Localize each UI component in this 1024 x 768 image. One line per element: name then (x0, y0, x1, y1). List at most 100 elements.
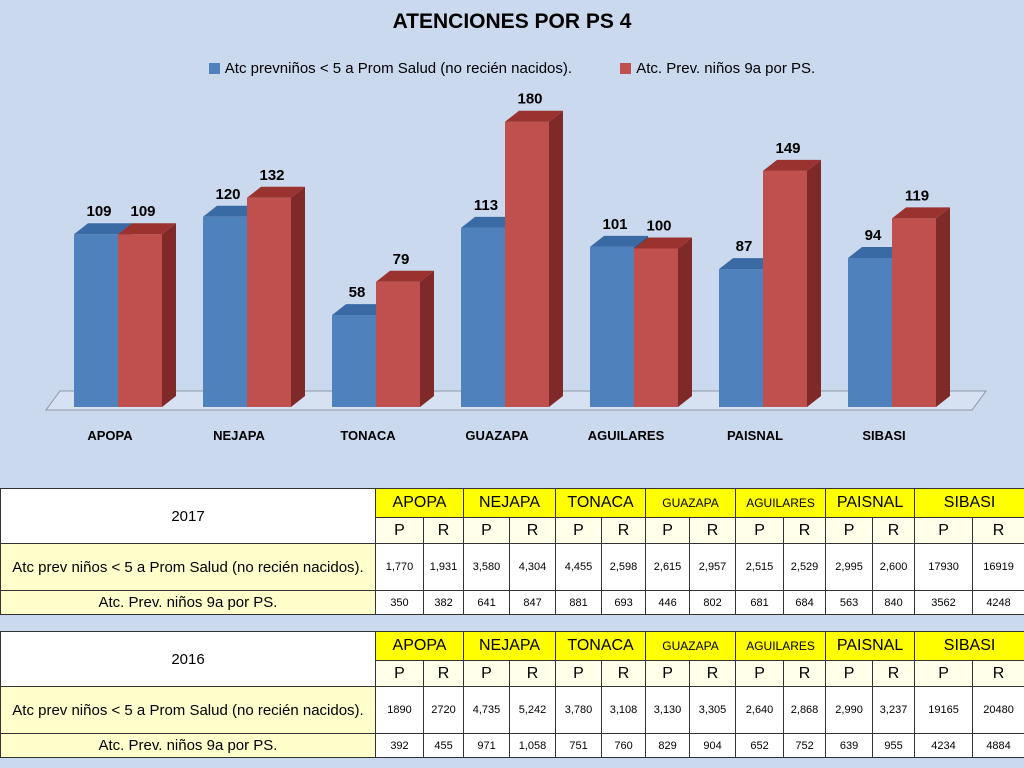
pr-header-p: P (914, 660, 974, 687)
table-cell-value: 840 (872, 590, 916, 615)
x-tick-label-paisnal: PAISNAL (727, 428, 783, 443)
bar-top-paisnal-s1 (719, 258, 777, 270)
table-cell-value: 2,868 (783, 686, 827, 734)
x-tick-label-guazapa: GUAZAPA (465, 428, 529, 443)
bar-top-guazapa-s2 (505, 110, 563, 122)
ps-header-aguilares: AGUILARES (735, 488, 827, 518)
table-cell-value: 760 (601, 733, 647, 758)
table-cell-value: 1,770 (375, 543, 424, 591)
bar-top-guazapa-s1 (461, 216, 519, 228)
legend-label-series-2: Atc. Prev. niños 9a por PS. (636, 60, 816, 77)
table-cell-value: 904 (689, 733, 737, 758)
table-cell-value: 5,242 (509, 686, 557, 734)
bar-side-apopa-s2 (162, 223, 176, 407)
ps-header-apopa: APOPA (374, 631, 465, 661)
table-cell-value: 684 (783, 590, 827, 615)
data-label-nejapa-s1: 120 (215, 186, 240, 203)
data-label-tonaca-s1: 58 (349, 284, 366, 301)
bar-top-aguilares-s1 (590, 235, 648, 247)
ps-header-guazapa: GUAZAPA (645, 631, 737, 661)
pr-header-p: P (735, 660, 785, 687)
pr-header-p: P (825, 517, 874, 544)
data-label-paisnal-s2: 149 (775, 140, 800, 157)
pr-header-p: P (735, 517, 785, 544)
table-cell-value: 1890 (375, 686, 424, 734)
table-cell-value: 382 (422, 590, 465, 615)
legend: Atc prevniños < 5 a Prom Salud (no recié… (0, 60, 1024, 77)
bar-top-paisnal-s2 (763, 159, 821, 171)
table-cell-value: 829 (645, 733, 691, 758)
table-cell-value: 2,615 (645, 543, 691, 591)
pr-header-r: R (689, 660, 737, 687)
table-cell-value: 2,957 (689, 543, 737, 591)
table-row: Atc prev niños < 5 a Prom Salud (no reci… (0, 543, 1024, 591)
table-cell-value: 4248 (972, 590, 1024, 615)
table-year-label: 2016 (0, 631, 376, 687)
pr-header-r: R (872, 517, 916, 544)
pr-header-p: P (463, 517, 511, 544)
ps-header-tonaca: TONACA (555, 488, 647, 518)
table-cell-value: 955 (872, 733, 916, 758)
legend-item-series-2: Atc. Prev. niños 9a por PS. (620, 60, 815, 77)
bar-side-guazapa-s2 (549, 110, 563, 407)
pr-header-r: R (601, 517, 647, 544)
bar-chart: 109 109 APOPA 120 132 NEJAPA 58 79 TONACA 113 180 G… (45, 91, 987, 443)
data-label-sibasi-s2: 119 (905, 187, 929, 204)
table-year-label: 2017 (0, 488, 376, 544)
data-label-aguilares-s2: 100 (646, 218, 671, 235)
data-table-2017: 2017 APOPA NEJAPA TONACA GUAZAPA AGUILARES PAI… (0, 488, 1024, 615)
x-tick-label-aguilares: AGUILARES (588, 428, 665, 443)
bar-paisnal-s1 (719, 269, 763, 407)
table-row: Atc. Prev. niños 9a por PS. 350 382 641 847 8… (0, 590, 1024, 615)
bar-top-tonaca-s1 (332, 304, 390, 316)
bar-apopa-s1 (74, 234, 118, 407)
pr-header-p: P (645, 660, 691, 687)
legend-label-series-1: Atc prevniños < 5 a Prom Salud (no recié… (224, 60, 573, 77)
pr-header-r: R (783, 660, 827, 687)
bar-apopa-s2 (118, 234, 162, 407)
x-tick-label-apopa: APOPA (87, 428, 133, 443)
row-label: Atc. Prev. niños 9a por PS. (0, 733, 376, 758)
table-cell-value: 455 (422, 733, 465, 758)
table-cell-value: 4234 (914, 733, 974, 758)
table-cell-value: 641 (463, 590, 511, 615)
pr-header-r: R (509, 660, 557, 687)
bar-guazapa-s1 (461, 227, 505, 407)
table-cell-value: 4884 (972, 733, 1024, 758)
bar-top-apopa-s2 (118, 223, 176, 235)
table-cell-value: 20480 (972, 686, 1024, 734)
ps-header-paisnal: PAISNAL (825, 631, 916, 661)
bar-sibasi-s1 (848, 258, 892, 407)
data-label-apopa-s2: 109 (130, 203, 155, 220)
table-cell-value: 652 (735, 733, 785, 758)
table-cell-value: 4,304 (509, 543, 557, 591)
bar-tonaca-s2 (376, 281, 420, 407)
pr-header-p: P (463, 660, 511, 687)
pr-header-r: R (972, 660, 1024, 687)
pr-header-p: P (914, 517, 974, 544)
bar-top-aguilares-s2 (634, 237, 692, 249)
table-cell-value: 752 (783, 733, 827, 758)
pr-header-r: R (972, 517, 1024, 544)
table-cell-value: 563 (825, 590, 874, 615)
data-label-guazapa-s1: 113 (474, 197, 498, 214)
bar-top-nejapa-s2 (247, 186, 305, 198)
bar-paisnal-s2 (763, 170, 807, 407)
table-cell-value: 639 (825, 733, 874, 758)
bar-side-tonaca-s2 (420, 270, 434, 407)
pr-header-r: R (601, 660, 647, 687)
row-label: Atc prev niños < 5 a Prom Salud (no reci… (0, 543, 376, 591)
table-row: Atc. Prev. niños 9a por PS. 392 455 971 1,05… (0, 733, 1024, 758)
bar-side-aguilares-s2 (678, 237, 692, 407)
bar-side-sibasi-s2 (936, 207, 950, 407)
table-cell-value: 693 (601, 590, 647, 615)
bar-tonaca-s1 (332, 315, 376, 407)
pr-header-r: R (422, 660, 465, 687)
table-cell-value: 881 (555, 590, 603, 615)
pr-header-p: P (825, 660, 874, 687)
table-cell-value: 3,305 (689, 686, 737, 734)
data-table-2016: 2016 APOPA NEJAPA TONACA GUAZAPA AGUILARES PAI… (0, 631, 1024, 758)
table-cell-value: 2,640 (735, 686, 785, 734)
table-cell-value: 2720 (422, 686, 465, 734)
table-cell-value: 751 (555, 733, 603, 758)
